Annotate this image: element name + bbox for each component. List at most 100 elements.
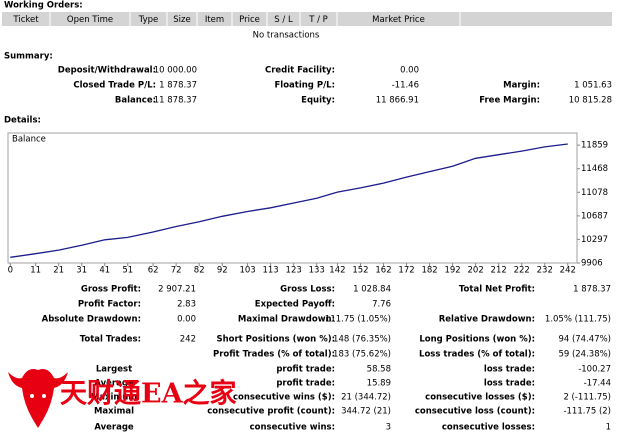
- summary-value: 1 051.63: [574, 81, 612, 91]
- summary-label: Floating P/L:: [274, 81, 335, 91]
- detail-value: -17.44: [584, 379, 611, 389]
- detail-label: Maximal: [94, 407, 134, 417]
- x-tick-label: 92: [217, 266, 228, 276]
- detail-label: Profit Factor:: [78, 300, 141, 310]
- x-tick-label: 142: [329, 266, 345, 276]
- detail-label: Expected Payoff:: [255, 300, 335, 310]
- x-tick-label: 133: [309, 266, 325, 276]
- detail-label: profit trade:: [276, 379, 335, 389]
- summary-value: 11 866.91: [376, 96, 419, 106]
- summary-value: 10 815.28: [569, 96, 612, 106]
- watermark: 天财通EA之家: [60, 378, 237, 410]
- balance-line: [10, 143, 568, 258]
- x-tick-label: 0: [8, 266, 13, 276]
- x-tick-label: 152: [352, 266, 368, 276]
- column-header: S / L: [274, 15, 293, 25]
- summary-label: Margin:: [503, 81, 540, 91]
- y-tick-label: 11468: [581, 164, 608, 174]
- summary-label: Balance:: [115, 96, 156, 106]
- detail-label: profit trade:: [276, 365, 335, 375]
- x-tick-label: 82: [194, 266, 205, 276]
- x-tick-label: 11: [30, 266, 41, 276]
- summary-value: 1 878.37: [159, 81, 197, 91]
- y-tick-label: 10297: [581, 235, 608, 245]
- detail-label: Total Net Profit:: [459, 285, 535, 295]
- y-tick-label: 11859: [581, 141, 608, 151]
- detail-label: Average: [94, 423, 134, 433]
- x-tick-label: 232: [537, 266, 553, 276]
- column-header: Open Time: [67, 15, 113, 25]
- detail-label: Average: [94, 379, 134, 389]
- detail-value: 1 878.37: [573, 285, 611, 295]
- summary-value: 11 878.37: [154, 96, 197, 106]
- y-tick-label: 9906: [581, 259, 603, 269]
- detail-label: Absolute Drawdown:: [42, 315, 141, 325]
- detail-label: consecutive losses:: [442, 423, 535, 433]
- detail-label: consecutive losses ($):: [425, 393, 535, 403]
- detail-label: loss trade:: [484, 379, 535, 389]
- summary-value: 10 000.00: [154, 66, 197, 76]
- summary-value: 0.00: [400, 66, 419, 76]
- detail-value: 148 (76.35%): [333, 335, 391, 345]
- detail-label: Relative Drawdown:: [439, 315, 535, 325]
- x-tick-label: 222: [514, 266, 530, 276]
- detail-value: -111.75 (2): [563, 407, 611, 417]
- detail-value: 3: [386, 423, 391, 433]
- column-header: Ticket: [12, 15, 39, 25]
- column-header: Size: [173, 15, 190, 25]
- x-tick-label: 242: [560, 266, 576, 276]
- x-tick-label: 41: [99, 266, 110, 276]
- detail-value: 183 (75.62%): [333, 350, 391, 360]
- x-tick-label: 212: [491, 266, 507, 276]
- detail-label: Gross Profit:: [81, 285, 141, 295]
- detail-label: loss trade:: [484, 365, 535, 375]
- detail-value: 7.76: [372, 300, 391, 310]
- detail-label: consecutive wins ($):: [233, 393, 335, 403]
- x-tick-label: 113: [262, 266, 278, 276]
- x-tick-label: 123: [286, 266, 302, 276]
- detail-label: Profit Trades (% of total):: [213, 350, 335, 360]
- x-tick-label: 202: [468, 266, 484, 276]
- detail-value: 58.58: [367, 365, 391, 375]
- x-tick-label: 172: [398, 266, 414, 276]
- summary-label: Closed Trade P/L:: [73, 81, 156, 91]
- detail-value: 94 (74.47%): [558, 335, 611, 345]
- detail-value: 2.83: [177, 300, 196, 310]
- detail-value: 242: [180, 335, 196, 345]
- x-tick-label: 182: [421, 266, 437, 276]
- column-header: Item: [205, 15, 224, 25]
- section-title: Working Orders:: [4, 1, 83, 11]
- x-tick-label: 21: [53, 266, 64, 276]
- detail-label: Maximum: [91, 393, 137, 403]
- summary-value: -11.46: [392, 81, 419, 91]
- column-header: Type: [138, 15, 159, 25]
- chart-frame: [7, 132, 578, 264]
- series-label: Balance: [12, 135, 46, 145]
- detail-value: 1.05% (111.75): [545, 315, 611, 325]
- x-tick-label: 162: [375, 266, 391, 276]
- x-tick-label: 31: [76, 266, 87, 276]
- detail-label: Gross Loss:: [280, 285, 335, 295]
- section-title: Summary:: [4, 52, 53, 62]
- logo-icon: [8, 369, 68, 428]
- section-title: Details:: [4, 116, 41, 126]
- detail-value: 15.89: [367, 379, 391, 389]
- detail-label: consecutive loss (count):: [415, 407, 535, 417]
- summary-label: Equity:: [301, 96, 335, 106]
- detail-value: 59 (24.38%): [558, 350, 611, 360]
- detail-label: Largest: [96, 365, 132, 375]
- x-tick-label: 72: [171, 266, 182, 276]
- detail-value: 111.75 (1.05%): [325, 315, 391, 325]
- detail-value: 21 (344.72): [341, 393, 391, 403]
- summary-label: Credit Facility:: [265, 66, 335, 76]
- detail-label: consecutive wins:: [250, 423, 335, 433]
- y-tick-label: 11078: [581, 188, 608, 198]
- column-header: Price: [239, 15, 260, 25]
- detail-label: consecutive profit (count):: [207, 407, 335, 417]
- empty-message: No transactions: [253, 31, 320, 41]
- summary-label: Free Margin:: [479, 96, 540, 106]
- y-tick-label: 10687: [581, 211, 608, 221]
- x-tick-label: 62: [148, 266, 159, 276]
- detail-value: -100.27: [578, 365, 611, 375]
